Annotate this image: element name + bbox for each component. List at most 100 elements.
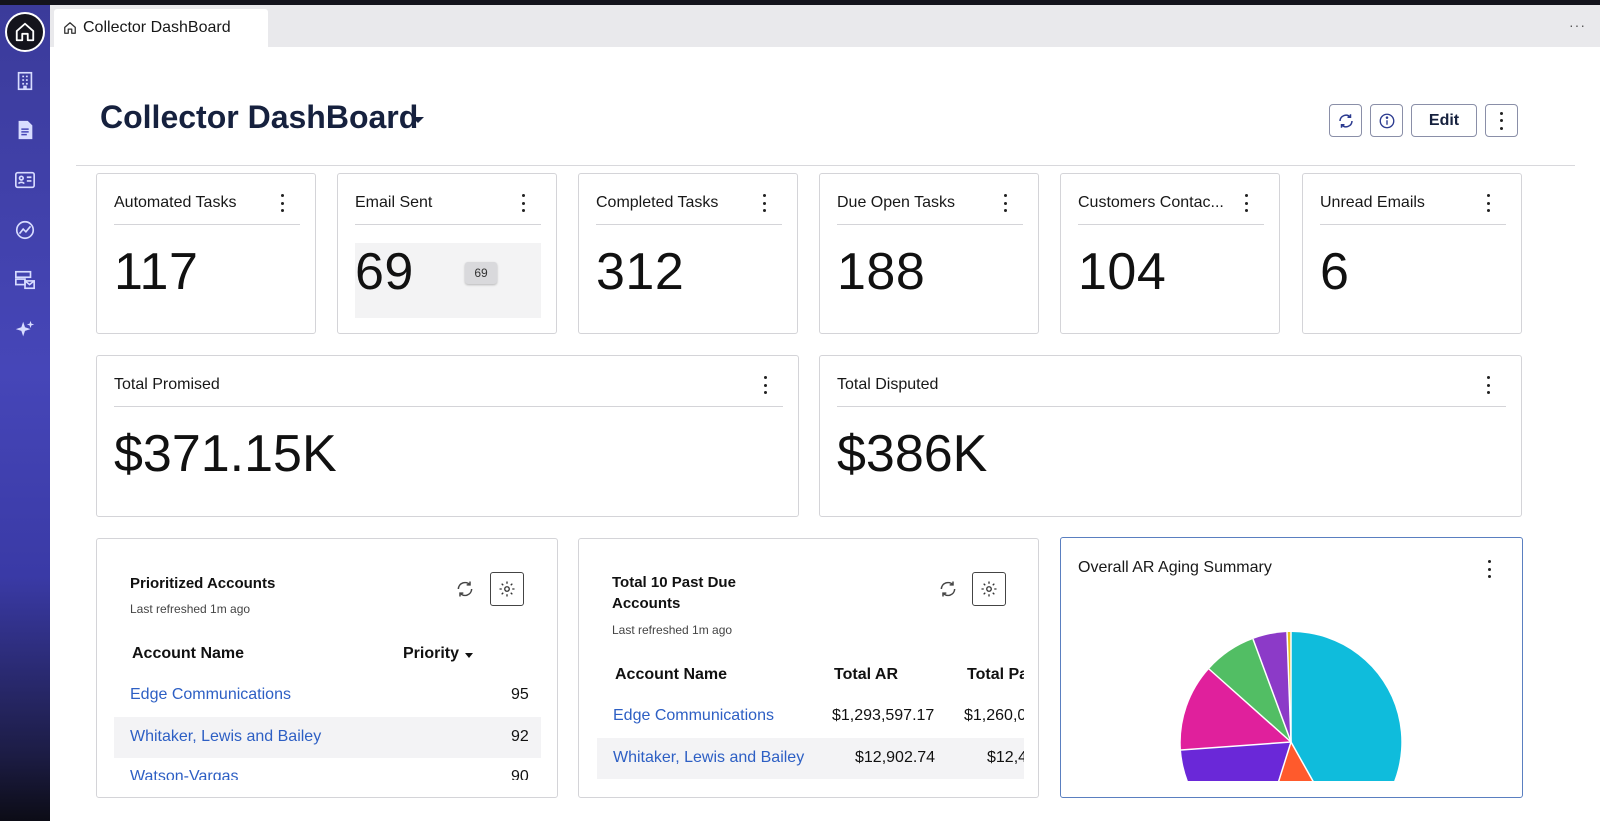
pie-slice[interactable] — [1258, 742, 1345, 781]
panel-refresh-icon[interactable] — [938, 579, 958, 599]
tab-more-icon[interactable]: ··· — [1569, 17, 1586, 33]
card-menu-icon[interactable] — [761, 376, 769, 394]
aging-pie-chart — [1180, 631, 1402, 781]
metric-value: 104 — [1078, 243, 1167, 301]
metric-value: 117 — [114, 243, 199, 301]
card-menu-icon[interactable] — [519, 194, 527, 212]
card-menu-icon[interactable] — [1001, 194, 1009, 212]
col-total-ar[interactable]: Total AR — [834, 666, 898, 683]
col-total-past-due[interactable]: Total Pa — [967, 666, 1024, 683]
metric-card-customers-contacted: Customers Contac... 104 — [1060, 173, 1280, 334]
panel-settings-button[interactable] — [972, 572, 1006, 606]
card-menu-icon[interactable] — [1242, 194, 1250, 212]
last-refreshed: Last refreshed 1m ago — [612, 623, 733, 637]
card-menu-icon[interactable] — [1485, 560, 1493, 578]
metric-card-automated-tasks: Automated Tasks 117 — [96, 173, 316, 334]
col-account-name[interactable]: Account Name — [132, 645, 245, 662]
total-promised-card: Total Promised $371.15K — [96, 355, 799, 517]
card-divider — [114, 406, 783, 407]
pie-slice[interactable] — [1181, 742, 1291, 781]
table-row-highlight — [597, 738, 1024, 779]
account-link[interactable]: Whitaker, Lewis and Bailey — [130, 728, 322, 745]
metric-title: Unread Emails — [1320, 194, 1425, 211]
sort-desc-icon[interactable] — [465, 653, 473, 658]
metric-card-unread-emails: Unread Emails 6 — [1302, 173, 1522, 334]
total-title: Total Disputed — [837, 376, 939, 393]
home-icon — [64, 22, 76, 34]
table-row-clipped: Watson-Vargas 90 — [97, 759, 557, 780]
account-link[interactable]: Edge Communications — [130, 686, 291, 703]
metric-title: Completed Tasks — [596, 194, 719, 211]
mail-server-icon[interactable] — [13, 268, 37, 292]
total-past-value: $12,4 — [987, 749, 1024, 766]
header-divider — [76, 165, 1575, 166]
home-button[interactable] — [5, 12, 45, 52]
total-disputed-card: Total Disputed $386K — [819, 355, 1522, 517]
past-due-table: Account Name Total AR Total Pa Edge Comm… — [579, 649, 1024, 779]
total-value: $386K — [837, 425, 988, 483]
priority-value: 90 — [511, 768, 529, 780]
refresh-button[interactable] — [1329, 104, 1362, 137]
tab-collector-dashboard[interactable]: Collector DashBoard — [54, 9, 268, 47]
account-link[interactable]: Whitaker, Lewis and Bailey — [613, 749, 805, 766]
sidebar — [0, 5, 50, 821]
total-ar-value: $12,902.74 — [855, 749, 936, 766]
card-menu-icon[interactable] — [1484, 376, 1492, 394]
building-icon[interactable] — [13, 69, 37, 93]
priority-value: 95 — [511, 686, 529, 703]
total-past-value: $1,260,0 — [964, 707, 1024, 724]
card-menu-icon[interactable] — [760, 194, 768, 212]
col-account-name[interactable]: Account Name — [615, 666, 728, 683]
account-link[interactable]: Watson-Vargas — [130, 768, 239, 780]
title-dropdown-icon[interactable] — [412, 117, 424, 123]
card-menu-icon[interactable] — [278, 194, 286, 212]
pie-slice[interactable] — [1209, 639, 1291, 742]
info-icon — [1379, 113, 1394, 128]
prioritized-accounts-panel: Prioritized Accounts Last refreshed 1m a… — [96, 538, 558, 798]
document-icon[interactable] — [13, 118, 37, 142]
card-divider — [837, 224, 1023, 225]
metric-value: 6 — [1320, 243, 1350, 301]
metric-card-email-sent: Email Sent 69 69 — [337, 173, 557, 334]
account-link[interactable]: Edge Communications — [613, 707, 774, 724]
panel-settings-button[interactable] — [490, 572, 524, 606]
total-ar-value: $1,293,597.17 — [832, 707, 935, 724]
more-actions-button[interactable] — [1485, 104, 1518, 137]
top-strip — [0, 0, 1600, 5]
analytics-icon[interactable] — [13, 218, 37, 242]
table-row-highlight — [114, 717, 541, 758]
info-button[interactable] — [1370, 104, 1403, 137]
past-due-accounts-panel: Total 10 Past Due Accounts Last refreshe… — [578, 538, 1039, 798]
panel-title-line1: Total 10 Past Due — [612, 574, 736, 591]
card-divider — [355, 224, 541, 225]
gear-icon — [499, 581, 515, 597]
total-title: Total Promised — [114, 376, 220, 393]
metric-value: 69 — [355, 243, 414, 301]
refresh-icon — [1338, 113, 1353, 128]
edit-button[interactable]: Edit — [1411, 104, 1477, 137]
col-priority[interactable]: Priority — [403, 645, 460, 662]
card-divider — [1320, 224, 1506, 225]
sparkle-icon[interactable] — [13, 318, 37, 342]
card-menu-icon[interactable] — [1484, 194, 1492, 212]
card-divider — [596, 224, 782, 225]
ar-aging-summary-panel: Overall AR Aging Summary — [1060, 537, 1523, 798]
pie-slice[interactable] — [1291, 631, 1402, 781]
metric-title: Customers Contac... — [1078, 194, 1224, 211]
panel-refresh-icon[interactable] — [455, 579, 475, 599]
last-refreshed: Last refreshed 1m ago — [130, 602, 251, 616]
metric-hover-highlight — [355, 243, 541, 318]
panel-title-line2: Accounts — [612, 595, 681, 612]
priority-value: 92 — [511, 728, 529, 745]
pie-slice[interactable] — [1180, 669, 1291, 750]
page-title: Collector DashBoard — [100, 99, 419, 135]
panel-title: Prioritized Accounts — [130, 575, 276, 592]
contact-card-icon[interactable] — [13, 168, 37, 192]
card-divider — [114, 224, 300, 225]
metric-title: Automated Tasks — [114, 194, 237, 211]
home-icon — [15, 22, 35, 42]
metric-title: Email Sent — [355, 194, 433, 211]
vertical-dots-icon — [1498, 111, 1506, 130]
card-divider — [1078, 224, 1264, 225]
metric-card-completed-tasks: Completed Tasks 312 — [578, 173, 798, 334]
